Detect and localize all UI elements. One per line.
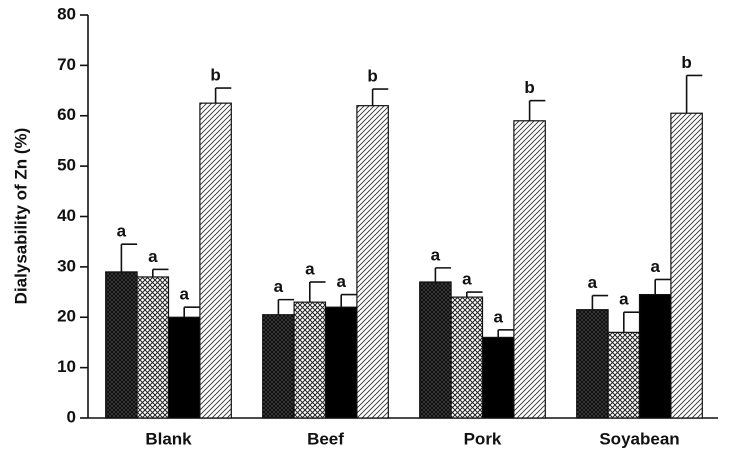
y-tick-label: 0 [67,407,76,426]
bar [324,306,358,419]
bar [576,309,609,419]
significance-letter: a [117,222,127,241]
bar [419,281,452,419]
y-tick-label: 50 [57,156,76,175]
bar [136,276,170,419]
bar [262,314,295,419]
significance-letter: a [462,270,472,289]
bar [513,120,546,419]
bar [167,316,201,419]
x-tick-label: Pork [464,429,502,448]
significance-letter: a [274,277,284,296]
bar [450,296,484,419]
bar [356,105,389,419]
y-tick-label: 60 [57,105,76,124]
y-axis-label: Dialysability of Zn (%) [11,128,30,305]
y-tick-label: 80 [57,4,76,23]
significance-letter: b [681,53,691,72]
significance-letter: a [179,285,189,304]
significance-letter: a [588,273,598,292]
y-tick-label: 10 [57,357,76,376]
significance-letter: b [524,78,534,97]
bar [293,301,327,419]
y-tick-label: 20 [57,307,76,326]
bar [607,331,641,419]
significance-letter: a [336,272,346,291]
significance-letter: a [650,257,660,276]
bar [481,336,515,419]
significance-letter: a [148,247,158,266]
significance-letter: b [210,66,220,85]
bar [199,102,232,419]
bar [638,293,672,419]
bar [105,271,138,419]
significance-letter: a [431,245,441,264]
y-tick-label: 70 [57,55,76,74]
significance-letter: a [619,290,629,309]
x-tick-label: Blank [145,429,192,448]
significance-letter: a [493,307,503,326]
significance-letter: b [367,67,377,86]
y-tick-label: 40 [57,206,76,225]
x-tick-label: Beef [307,429,344,448]
y-tick-label: 30 [57,256,76,275]
x-tick-label: Soyabean [599,429,679,448]
bar [670,112,703,419]
significance-letter: a [305,259,315,278]
